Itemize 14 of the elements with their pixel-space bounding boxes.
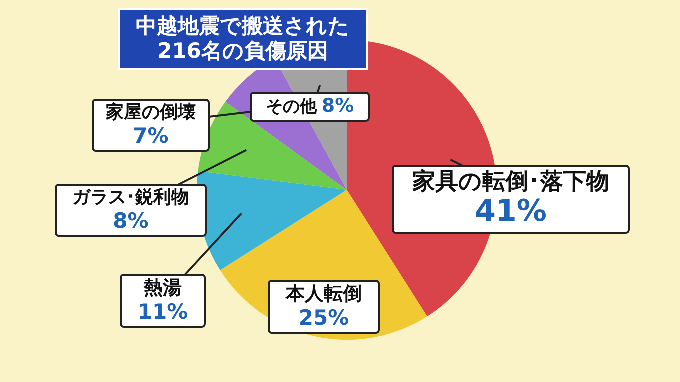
chart-title: 中越地震で搬送された216名の負傷原因 xyxy=(118,8,368,70)
pie-slice xyxy=(197,171,347,270)
data-label: 8% xyxy=(112,208,150,233)
data-label: 7% xyxy=(132,124,170,148)
slice-label: ガラス･鋭利物 xyxy=(72,187,190,209)
slice-label: その他 xyxy=(266,97,317,117)
slice-label: 家屋の倒壊 xyxy=(105,102,197,124)
data-label: 8% xyxy=(322,95,354,117)
slice-label: 家具の転倒･落下物 xyxy=(412,169,610,196)
data-label: 41% xyxy=(474,194,548,230)
data-label: 25% xyxy=(298,306,350,330)
slice-label: 本人転倒 xyxy=(284,283,363,306)
slice-label: 熱湯 xyxy=(143,277,183,300)
data-label: 11% xyxy=(136,300,190,324)
